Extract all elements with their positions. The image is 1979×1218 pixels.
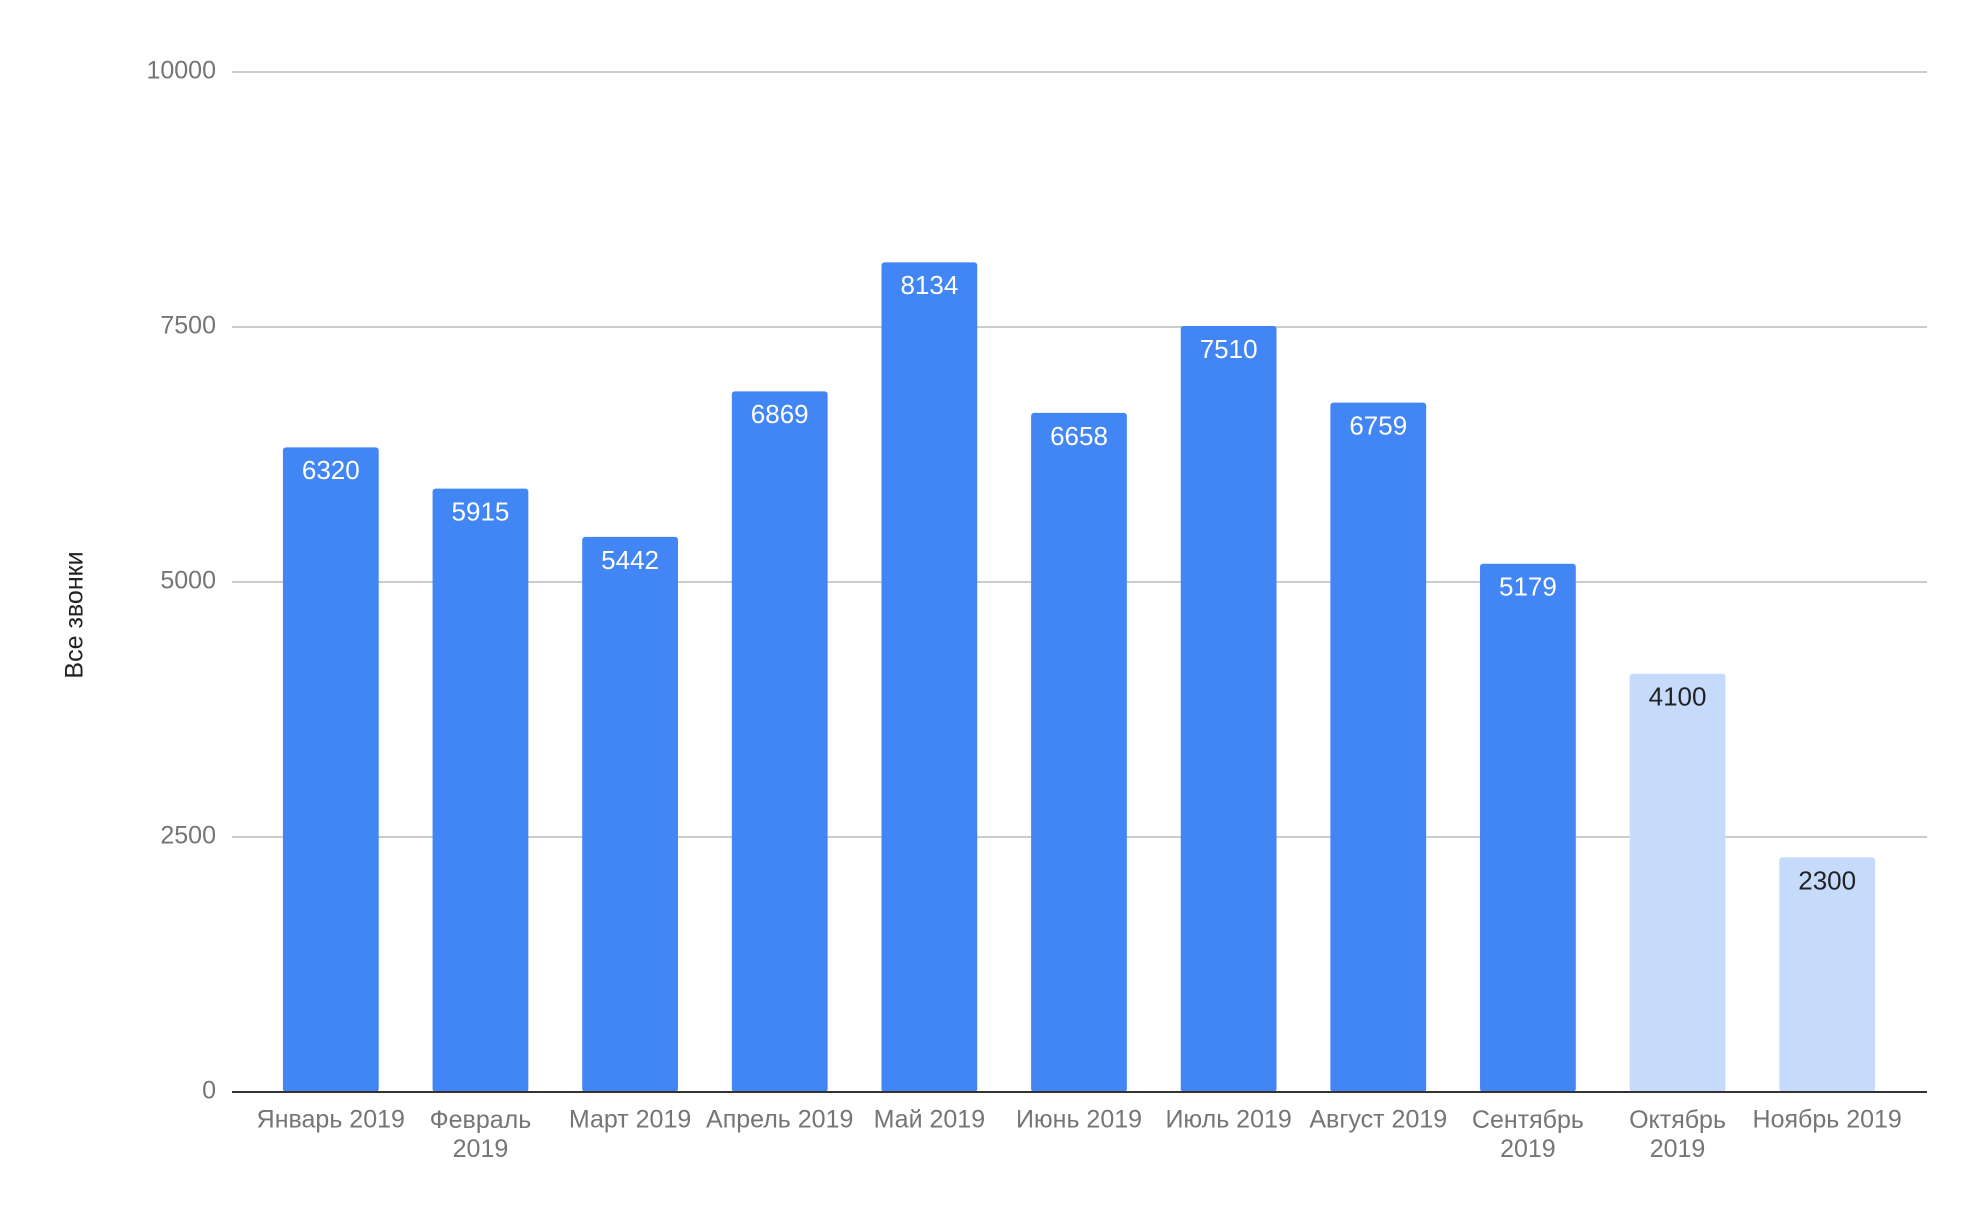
y-tick-label: 10000 — [146, 57, 216, 85]
bar — [731, 391, 828, 1092]
bar — [1629, 673, 1726, 1092]
y-tick-label: 5000 — [160, 567, 216, 595]
x-tick-label: Сентябрь 2019 — [1472, 1106, 1584, 1163]
x-tick-label: Апрель 2019 — [706, 1106, 853, 1134]
value-label: 5915 — [452, 497, 510, 527]
bar — [1031, 412, 1127, 1092]
value-label: 6869 — [751, 399, 809, 429]
y-tick-label: 2500 — [160, 822, 216, 850]
x-tick-label: Август 2019 — [1309, 1106, 1447, 1134]
bar — [1480, 563, 1576, 1092]
bar — [1330, 402, 1427, 1092]
y-axis-title: Все звонки — [61, 551, 89, 678]
x-tick-label: Март 2019 — [569, 1106, 691, 1134]
x-tick-label: Июль 2019 — [1165, 1106, 1291, 1134]
value-label: 6658 — [1050, 421, 1108, 451]
bar — [282, 447, 379, 1092]
bar — [1180, 325, 1277, 1093]
x-tick-label: Февраль 2019 — [430, 1106, 532, 1163]
value-label: 5179 — [1499, 572, 1557, 602]
x-tick-label: Май 2019 — [874, 1106, 986, 1134]
x-tick-label: Июнь 2019 — [1016, 1106, 1142, 1134]
value-label: 7510 — [1200, 334, 1258, 364]
value-label: 5442 — [601, 545, 659, 575]
value-label: 6320 — [302, 455, 360, 485]
value-label: 2300 — [1798, 865, 1856, 895]
bar — [582, 536, 678, 1092]
bar — [1779, 857, 1876, 1092]
bar — [881, 262, 978, 1092]
bar — [432, 488, 529, 1092]
y-tick-label: 7500 — [160, 312, 216, 340]
y-tick-label: 0 — [202, 1077, 216, 1105]
value-label: 8134 — [900, 270, 958, 300]
x-tick-label: Январь 2019 — [257, 1106, 405, 1134]
x-tick-label: Ноябрь 2019 — [1753, 1106, 1902, 1134]
value-label: 4100 — [1649, 682, 1707, 712]
x-tick-label: Октябрь 2019 — [1629, 1106, 1726, 1163]
value-label: 6759 — [1349, 410, 1407, 440]
